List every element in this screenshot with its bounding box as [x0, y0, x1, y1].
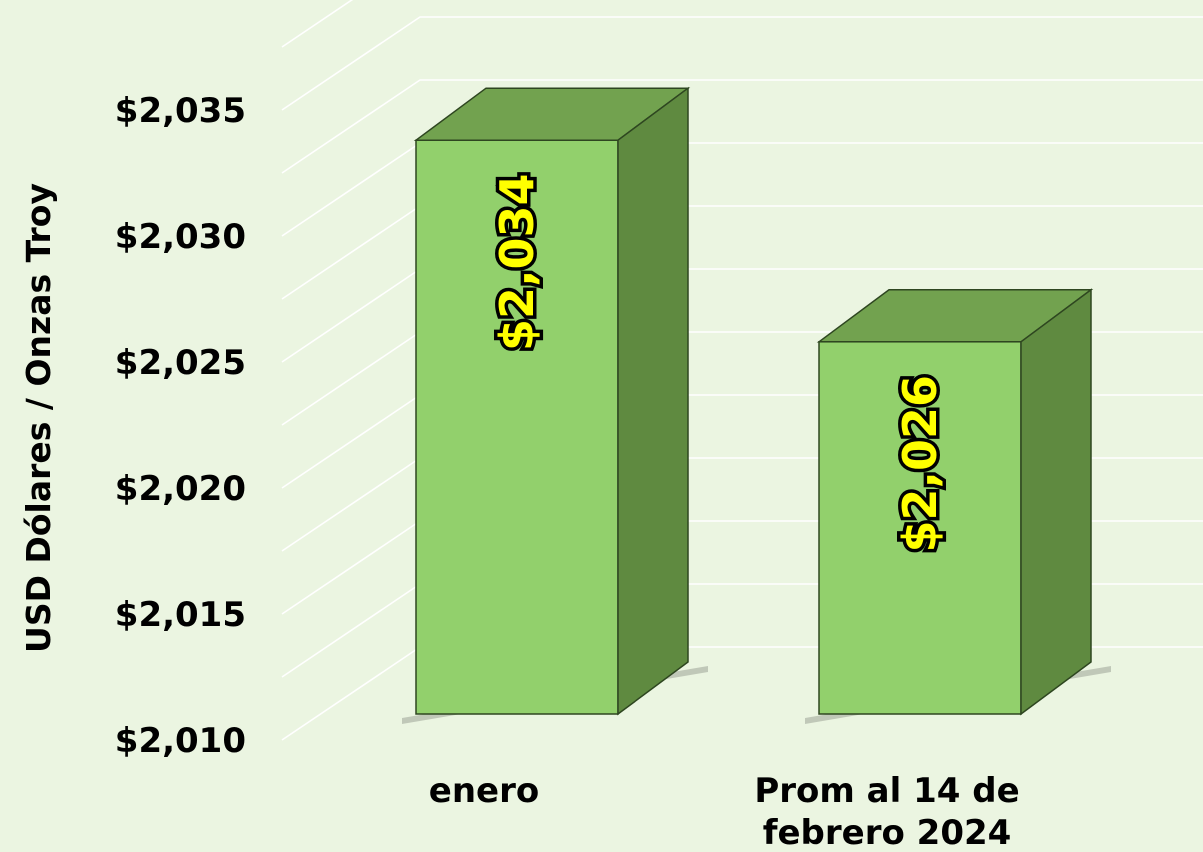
y-tick-label: $2,030 [115, 217, 246, 257]
gridline [281, 0, 354, 48]
bar-front [415, 139, 619, 715]
y-tick-label: $2,010 [115, 721, 246, 761]
data-label: $2,034 [490, 173, 544, 351]
y-tick-label: $2,015 [115, 595, 246, 635]
x-category-label: Prom al 14 de febrero 2024 [754, 771, 1019, 852]
bar-side [1020, 288, 1092, 716]
y-axis-label: USD Dólares / Onzas Troy [19, 183, 58, 653]
gridline [281, 16, 1203, 111]
y-tick-label: $2,025 [115, 343, 246, 383]
bars: $2,034 $2,026 [402, 86, 1111, 724]
bar [805, 288, 1111, 724]
bar-side [617, 86, 689, 716]
y-tick-label: $2,035 [115, 91, 246, 131]
x-axis-categories: enero Prom al 14 de febrero 2024 [429, 771, 1020, 852]
x-category-label: enero [429, 771, 539, 811]
data-label: $2,026 [893, 375, 947, 553]
y-tick-label: $2,020 [115, 469, 246, 509]
bar-front [818, 341, 1022, 715]
bar [402, 86, 708, 724]
gridline [281, 79, 1203, 174]
y-axis-ticks: $2,010 $2,015 $2,020 $2,025 $2,030 $2,035 [115, 91, 246, 761]
